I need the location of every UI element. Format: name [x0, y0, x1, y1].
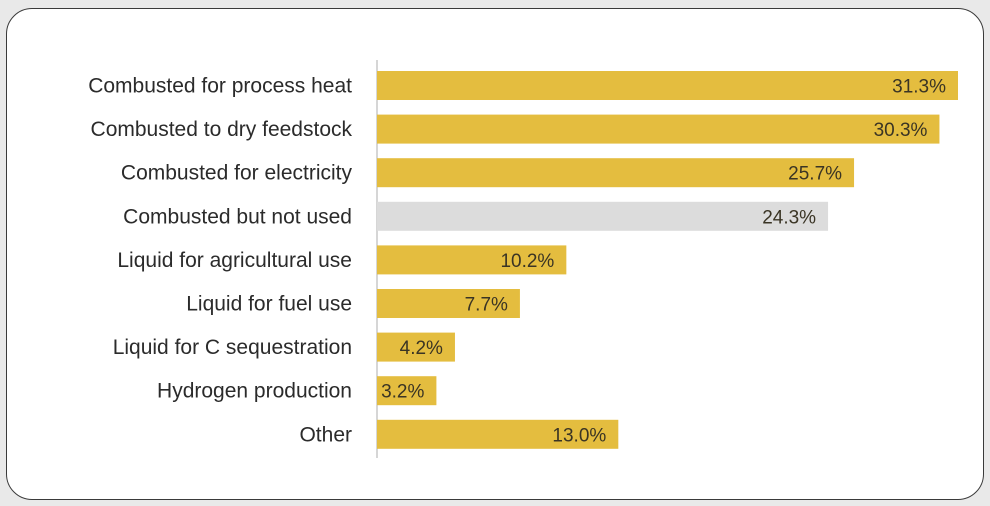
- bar: [377, 114, 940, 144]
- bar: [377, 419, 619, 449]
- value-label: 10.2%: [500, 251, 554, 272]
- bar: [377, 332, 455, 362]
- bar: [377, 245, 567, 275]
- value-label: 31.3%: [892, 77, 946, 98]
- category-label: Combusted but not used: [123, 205, 352, 228]
- value-label: 30.3%: [874, 120, 928, 141]
- value-label: 4.2%: [400, 338, 443, 359]
- value-label: 3.2%: [381, 382, 424, 403]
- value-label: 13.0%: [552, 425, 606, 446]
- category-label: Liquid for fuel use: [186, 293, 352, 316]
- value-label: 25.7%: [788, 164, 842, 185]
- category-label: Liquid for agricultural use: [117, 249, 352, 272]
- bars-group: Combusted for process heat 31.3% Combusted…: [88, 71, 958, 449]
- category-label: Combusted for electricity: [121, 162, 353, 185]
- category-label: Other: [299, 423, 352, 446]
- bar: [377, 289, 520, 318]
- category-label: Combusted for process heat: [88, 75, 352, 98]
- bar: [377, 71, 958, 100]
- bar: [377, 376, 437, 406]
- bar: [377, 158, 855, 188]
- value-label: 24.3%: [762, 207, 816, 228]
- value-label: 7.7%: [465, 295, 508, 316]
- category-label: Hydrogen production: [157, 380, 352, 403]
- bar: [377, 201, 829, 231]
- category-label: Combusted to dry feedstock: [91, 118, 353, 141]
- category-label: Liquid for C sequestration: [113, 336, 352, 359]
